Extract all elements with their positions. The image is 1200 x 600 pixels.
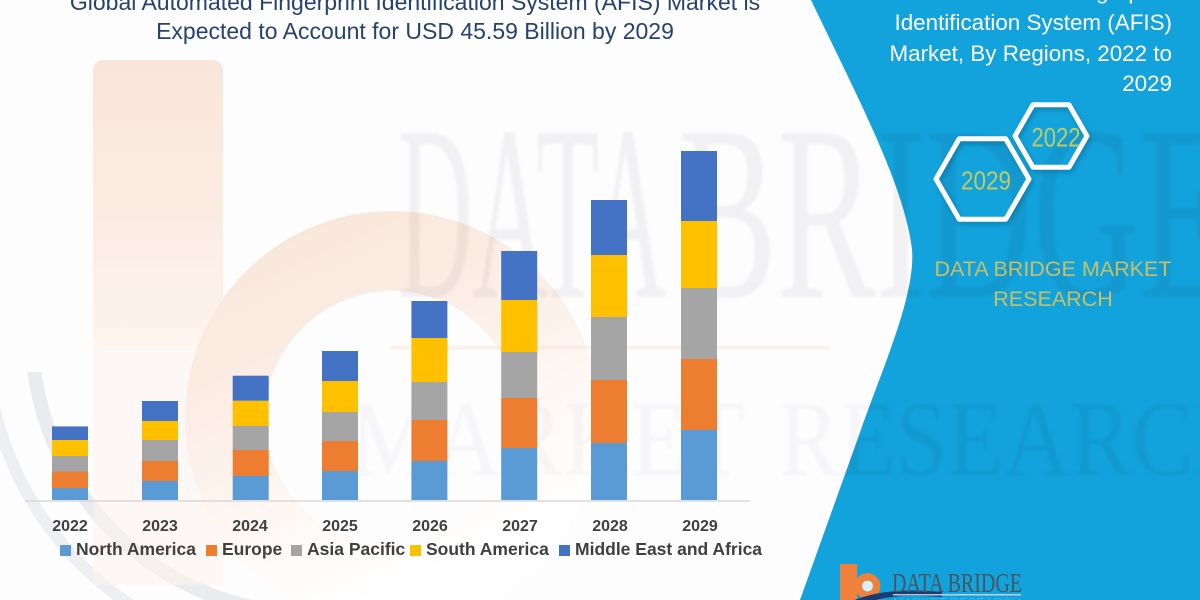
svg-text:DATA BRIDGE: DATA BRIDGE (892, 568, 1022, 598)
svg-text:BRIDGE: BRIDGE (678, 75, 1200, 352)
svg-text:2029: 2029 (961, 166, 1011, 196)
svg-text:MARKET RESEARCH: MARKET RESEARCH (893, 595, 1021, 600)
svg-text:2022: 2022 (1032, 123, 1081, 153)
